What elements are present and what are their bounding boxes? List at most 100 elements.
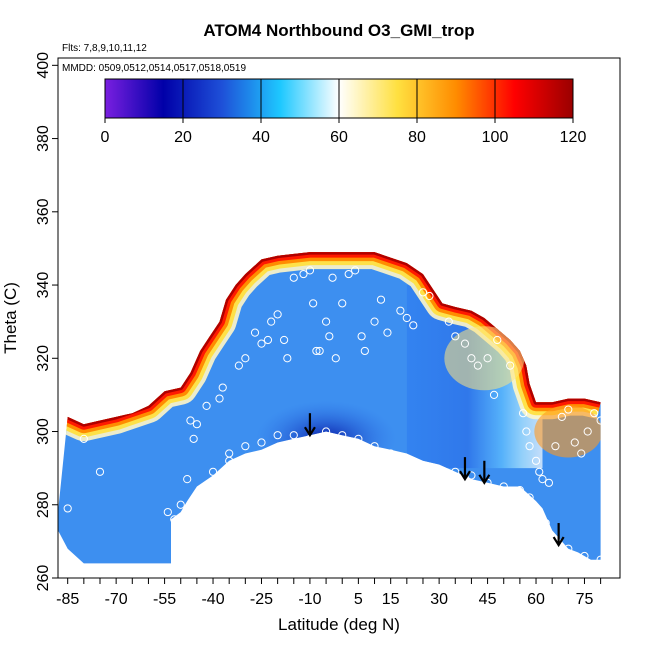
observation-point [338, 431, 347, 440]
x-tick-label: -40 [201, 591, 224, 608]
observation-point [386, 449, 395, 458]
observation-point [493, 335, 502, 345]
observation-point [499, 317, 508, 326]
observation-point [309, 299, 318, 308]
observation-point [189, 434, 198, 443]
chart-title: ATOM4 Northbound O3_GMI_trop [203, 21, 474, 40]
observation-point [305, 266, 315, 275]
observation-point [250, 328, 260, 337]
observation-point [557, 412, 566, 421]
observation-point [312, 346, 321, 356]
field-right-patch [534, 405, 601, 458]
observation-point [580, 551, 589, 561]
observation-point [79, 434, 88, 443]
observation-point [538, 475, 547, 484]
observation-point [338, 299, 347, 308]
observation-point [257, 339, 266, 348]
x-tick-label: -10 [298, 591, 321, 608]
observation-point [218, 383, 227, 392]
x-tick-label: -25 [250, 591, 273, 608]
observation-point [267, 317, 276, 326]
observation-point [263, 335, 273, 345]
observation-point [208, 467, 218, 476]
observation-point [170, 515, 179, 524]
observation-point [506, 361, 515, 370]
y-tick-label: 360 [35, 198, 52, 225]
observation-point [409, 321, 418, 330]
observation-point [344, 269, 353, 279]
observation-point [241, 442, 250, 451]
flights-note: Flts: 7,8,9,10,11,12 [62, 43, 147, 54]
observation-point [515, 486, 524, 495]
observation-point [360, 346, 369, 356]
colorbar-tick-label: 40 [252, 129, 270, 146]
colorbar-tick-label: 80 [408, 129, 426, 146]
observation-point [522, 427, 531, 436]
observation-point [483, 354, 492, 363]
observation-point [451, 332, 460, 341]
annotation-arrows [303, 413, 565, 548]
x-tick-label: 15 [382, 591, 400, 608]
observation-point [425, 291, 434, 301]
x-tick-label: -55 [153, 591, 176, 608]
arrow-head [459, 470, 471, 482]
observation-point [525, 442, 534, 451]
observation-point [383, 328, 392, 337]
observation-point [289, 431, 298, 440]
observation-point [325, 332, 334, 341]
observation-point [467, 354, 476, 363]
observation-point [489, 390, 499, 400]
colorbar-tick-label: 100 [482, 129, 509, 146]
observation-point [525, 493, 534, 502]
observation-point [376, 295, 386, 304]
observation-point [279, 335, 289, 345]
observation-point [577, 449, 586, 458]
observation-point [551, 442, 560, 451]
observation-point [192, 420, 201, 429]
observation-point [396, 306, 405, 315]
observation-point [418, 288, 428, 297]
observation-point [315, 346, 324, 356]
observation-point [596, 555, 605, 564]
observation-point [241, 354, 250, 363]
y-tick-label: 280 [35, 491, 52, 518]
y-tick-label: 320 [35, 345, 52, 372]
observation-point [451, 467, 460, 476]
observation-point [460, 339, 470, 348]
observation-point [63, 504, 72, 513]
x-axis: -85 -70 -55 -40 -25 -10 5 15 30 45 60 75 [56, 578, 602, 608]
observation-point [95, 467, 105, 476]
observation-point [444, 317, 453, 326]
observation-point [583, 427, 592, 436]
x-axis-label: Latitude (deg N) [278, 615, 400, 634]
observation-point [163, 507, 172, 517]
observation-point [519, 409, 528, 418]
observation-point [328, 273, 337, 282]
x-tick-label: 45 [479, 591, 497, 608]
observation-point [499, 482, 508, 491]
observation-point [331, 354, 340, 363]
observation-point [183, 475, 192, 484]
observation-point [564, 405, 573, 414]
colorbar-tick-label: 20 [174, 129, 192, 146]
observation-point [370, 317, 379, 326]
arrow-head [552, 536, 565, 548]
arrow-head [303, 426, 316, 438]
colorbar-tick-label: 0 [101, 129, 110, 146]
observation-point [473, 361, 482, 370]
x-tick-label: -70 [105, 591, 128, 608]
y-tick-label: 300 [35, 418, 52, 445]
observation-point [289, 273, 298, 282]
observation-point [234, 361, 243, 370]
observation-point [225, 449, 234, 458]
observation-point [370, 442, 379, 451]
observation-point [215, 394, 224, 403]
observation-point [202, 401, 211, 410]
observation-point [273, 310, 282, 319]
arrow-head [478, 474, 491, 485]
colorbar-tick-label: 120 [560, 129, 587, 146]
observation-point [176, 500, 185, 509]
observation-point [570, 438, 579, 447]
observation-point [535, 467, 544, 476]
x-tick-label: -85 [56, 591, 79, 608]
